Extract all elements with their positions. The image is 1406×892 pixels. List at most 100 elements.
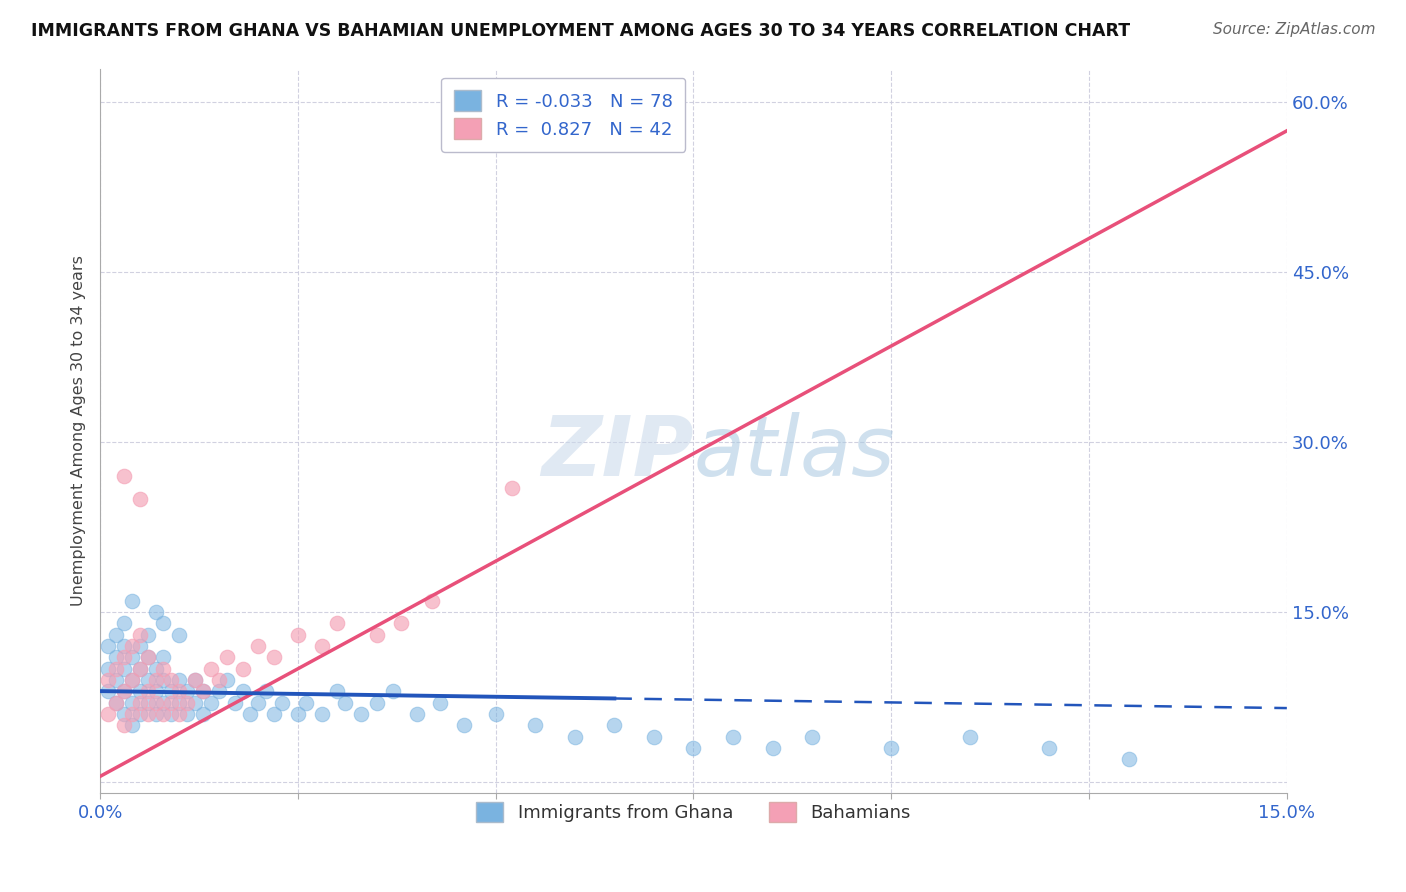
Point xyxy=(112,662,135,676)
Point xyxy=(128,707,150,722)
Point xyxy=(136,628,159,642)
Point xyxy=(97,639,120,653)
Point xyxy=(295,696,318,710)
Point xyxy=(121,707,143,722)
Point xyxy=(121,639,143,653)
Point xyxy=(145,696,167,710)
Point xyxy=(121,673,143,687)
Point xyxy=(136,684,159,698)
Point xyxy=(643,730,665,744)
Point xyxy=(191,684,214,698)
Point xyxy=(429,696,451,710)
Point xyxy=(145,707,167,722)
Point xyxy=(959,730,981,744)
Point xyxy=(145,605,167,619)
Point xyxy=(152,696,174,710)
Point xyxy=(167,684,190,698)
Point xyxy=(564,730,586,744)
Point xyxy=(152,707,174,722)
Point xyxy=(335,696,357,710)
Point xyxy=(603,718,626,732)
Point xyxy=(104,650,127,665)
Legend: Immigrants from Ghana, Bahamians: Immigrants from Ghana, Bahamians xyxy=(464,789,924,835)
Point xyxy=(231,662,253,676)
Point xyxy=(128,628,150,642)
Point xyxy=(97,662,120,676)
Point xyxy=(721,730,744,744)
Point xyxy=(254,684,277,698)
Point xyxy=(311,639,333,653)
Point xyxy=(167,696,190,710)
Point xyxy=(112,684,135,698)
Point xyxy=(287,628,309,642)
Point xyxy=(682,741,704,756)
Point xyxy=(128,491,150,506)
Point xyxy=(311,707,333,722)
Point xyxy=(215,673,238,687)
Point xyxy=(422,594,444,608)
Point xyxy=(104,628,127,642)
Point xyxy=(136,707,159,722)
Point xyxy=(128,639,150,653)
Point xyxy=(160,707,183,722)
Point xyxy=(184,673,207,687)
Point xyxy=(112,684,135,698)
Point xyxy=(128,662,150,676)
Point xyxy=(121,650,143,665)
Point xyxy=(160,684,183,698)
Point xyxy=(167,707,190,722)
Point xyxy=(112,718,135,732)
Point xyxy=(152,616,174,631)
Point xyxy=(136,650,159,665)
Point xyxy=(880,741,903,756)
Point xyxy=(121,718,143,732)
Point xyxy=(145,684,167,698)
Point xyxy=(97,673,120,687)
Point xyxy=(121,594,143,608)
Point xyxy=(176,707,198,722)
Point xyxy=(191,707,214,722)
Text: ZIP: ZIP xyxy=(541,412,693,493)
Point xyxy=(145,673,167,687)
Point xyxy=(145,662,167,676)
Point xyxy=(453,718,475,732)
Text: IMMIGRANTS FROM GHANA VS BAHAMIAN UNEMPLOYMENT AMONG AGES 30 TO 34 YEARS CORRELA: IMMIGRANTS FROM GHANA VS BAHAMIAN UNEMPL… xyxy=(31,22,1130,40)
Point xyxy=(761,741,783,756)
Point xyxy=(97,684,120,698)
Point xyxy=(200,696,222,710)
Point xyxy=(176,684,198,698)
Point xyxy=(263,707,285,722)
Point xyxy=(112,650,135,665)
Point xyxy=(152,650,174,665)
Point xyxy=(128,662,150,676)
Y-axis label: Unemployment Among Ages 30 to 34 years: Unemployment Among Ages 30 to 34 years xyxy=(72,255,86,607)
Point xyxy=(128,684,150,698)
Point xyxy=(104,673,127,687)
Point xyxy=(239,707,262,722)
Point xyxy=(350,707,373,722)
Point xyxy=(104,696,127,710)
Point xyxy=(405,707,427,722)
Point xyxy=(501,481,523,495)
Point xyxy=(271,696,294,710)
Point xyxy=(136,673,159,687)
Point xyxy=(215,650,238,665)
Point xyxy=(104,662,127,676)
Point xyxy=(121,696,143,710)
Point xyxy=(97,707,120,722)
Point xyxy=(200,662,222,676)
Point xyxy=(112,707,135,722)
Point xyxy=(381,684,404,698)
Point xyxy=(801,730,824,744)
Point xyxy=(160,673,183,687)
Point xyxy=(326,684,349,698)
Point xyxy=(160,696,183,710)
Point xyxy=(366,628,388,642)
Point xyxy=(485,707,508,722)
Point xyxy=(184,696,207,710)
Point xyxy=(167,628,190,642)
Point xyxy=(112,639,135,653)
Point xyxy=(524,718,547,732)
Point xyxy=(247,639,270,653)
Point xyxy=(247,696,270,710)
